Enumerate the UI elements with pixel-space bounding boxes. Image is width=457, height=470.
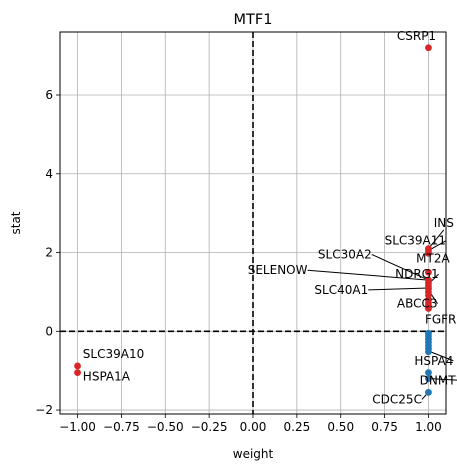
y-tick-label: 2	[45, 246, 53, 260]
annotation-leader	[307, 269, 429, 281]
annotation-label: SLC39A11	[385, 234, 446, 248]
annotation-label: CDC25C	[372, 392, 422, 406]
y-axis-label: stat	[9, 211, 23, 234]
chart-title: MTF1	[234, 12, 273, 28]
annotations: CSRP1 INS SLC39A11 MT2A SLC30A2 SELENOW NDRG1 S…	[83, 29, 457, 406]
data-point	[425, 44, 432, 52]
reference-lines	[60, 32, 446, 414]
data-points	[74, 44, 432, 396]
x-tick-label: 1.00	[415, 420, 442, 434]
data-point	[425, 305, 432, 312]
annotation-leader	[428, 350, 454, 362]
annotation-label: SELENOW	[248, 263, 308, 277]
annotation-label: INS	[434, 216, 454, 230]
annotation-label: MT2A	[416, 251, 450, 265]
annotation-label: DNMT1	[420, 373, 457, 387]
x-axis-label: weight	[233, 447, 274, 461]
x-tick-label: −1.00	[59, 420, 96, 434]
x-tick-label: 0.50	[327, 420, 354, 434]
data-point	[425, 388, 432, 396]
annotation-label: NDRG1	[395, 267, 439, 281]
y-ticks: −2 0 2 4 6	[35, 88, 60, 417]
y-tick-label: −2	[35, 403, 53, 417]
data-point	[425, 268, 432, 276]
annotation-label: SLC39A10	[83, 347, 144, 361]
annotation-label: ABCC3	[397, 297, 438, 311]
annotation-label: CSRP1	[397, 29, 436, 43]
x-tick-label: −0.75	[103, 420, 140, 434]
annotation-label: FGFR1	[425, 312, 457, 326]
y-tick-label: 6	[45, 88, 53, 102]
annotation-leader	[368, 287, 429, 291]
x-tick-label: −0.25	[191, 420, 228, 434]
annotation-leader	[428, 229, 445, 249]
annotation-label: HSPA4	[414, 354, 453, 368]
x-tick-label: 0.00	[240, 420, 267, 434]
annotation-leader	[371, 253, 429, 281]
y-tick-label: 0	[45, 324, 53, 338]
data-point	[425, 369, 432, 377]
data-point	[74, 362, 81, 370]
y-tick-label: 4	[45, 167, 53, 181]
data-point	[425, 348, 432, 356]
data-point	[425, 249, 432, 257]
x-tick-label: 0.75	[371, 420, 398, 434]
annotation-label: SLC30A2	[318, 247, 372, 261]
annotation-label: HSPA1A	[83, 370, 131, 384]
x-tick-label: −0.50	[147, 420, 184, 434]
x-tick-label: 0.25	[284, 420, 311, 434]
data-point	[425, 291, 432, 299]
data-point	[425, 375, 432, 382]
x-ticks: −1.00 −0.75 −0.50 −0.25 0.00 0.25 0.50 0.75 1.00	[59, 414, 442, 434]
annotation-label: SLC40A1	[314, 283, 368, 297]
data-point	[74, 369, 81, 377]
